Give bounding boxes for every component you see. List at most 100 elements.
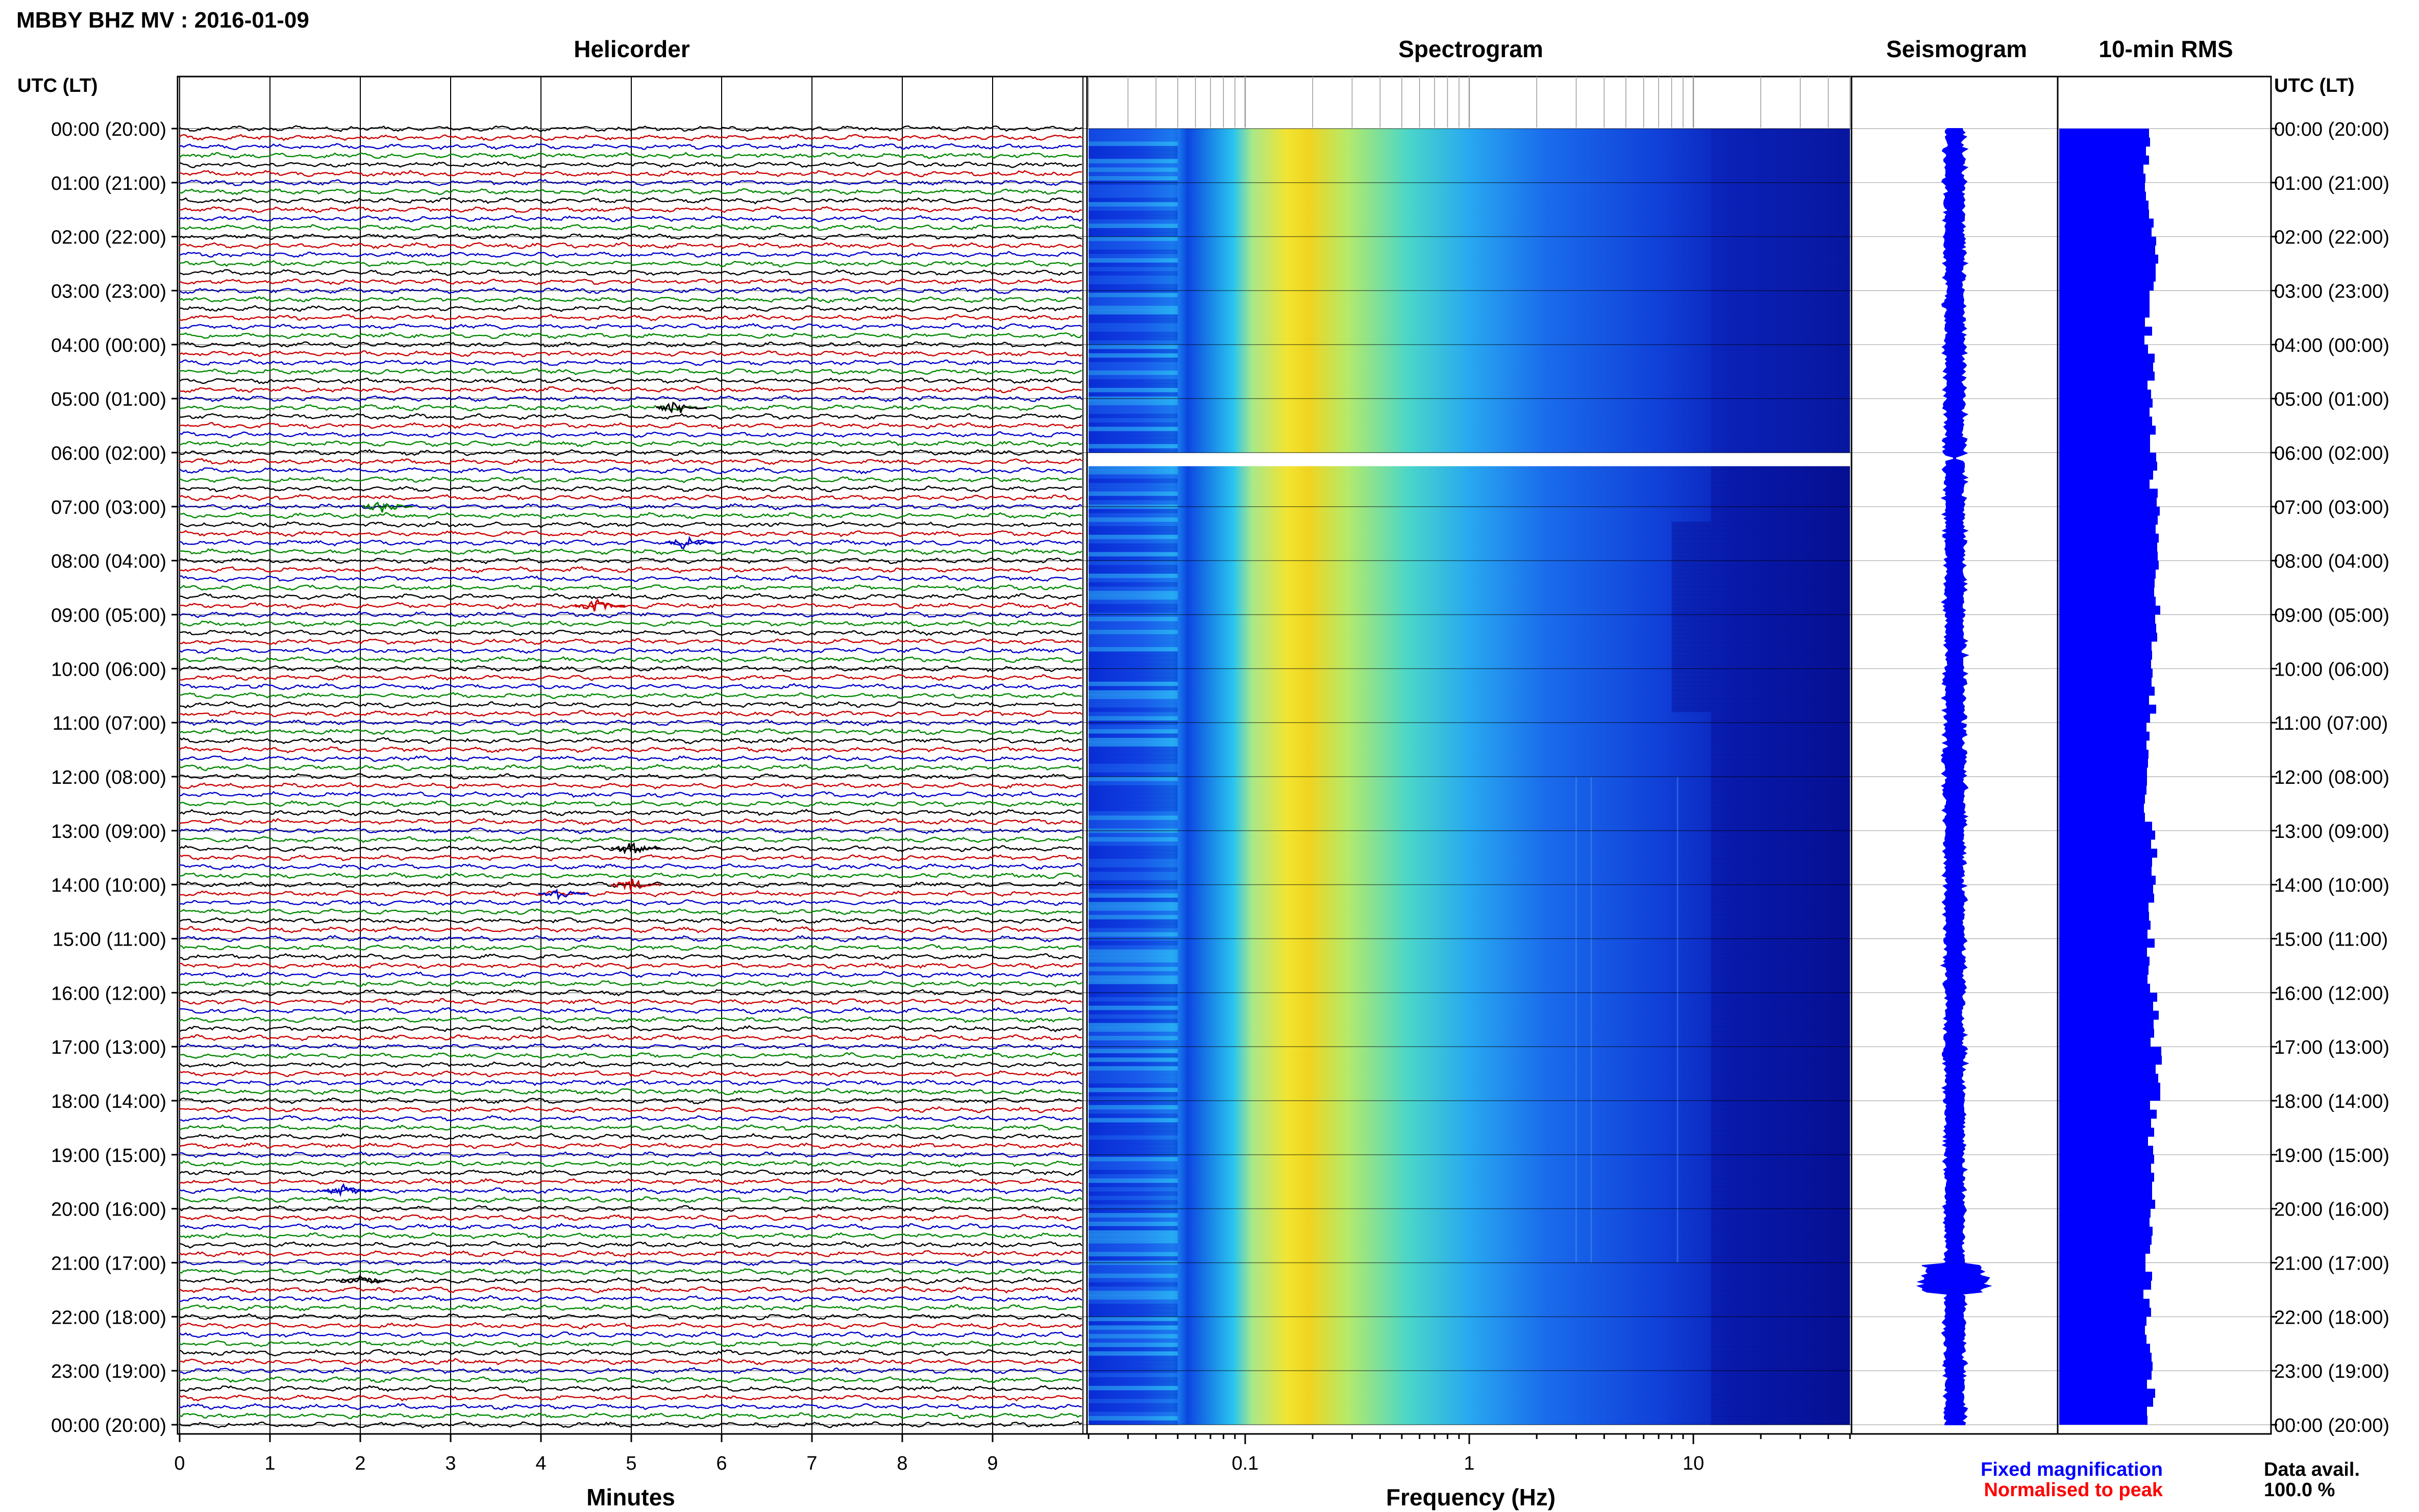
- helicorder-trace: [179, 1142, 1082, 1150]
- spectrogram-row-low: [1089, 1023, 1178, 1028]
- spectrogram-row-low: [1089, 427, 1178, 432]
- spectrogram-row-high: [1711, 940, 1850, 946]
- spectrogram-row-low: [1089, 1122, 1178, 1127]
- helicorder-trace: [179, 512, 1082, 519]
- spectrogram-row-low: [1089, 327, 1178, 332]
- spectrogram-row-high: [1711, 820, 1850, 825]
- spectrogram-row-high: [1711, 478, 1850, 483]
- spectrogram-row-high: [1711, 854, 1850, 859]
- spectrogram-row-high: [1711, 1014, 1850, 1019]
- spectrogram-row-low: [1089, 703, 1178, 708]
- spectrogram-row-low: [1089, 500, 1178, 505]
- spectrogram-row-high: [1711, 517, 1850, 522]
- spectrogram-row-low: [1089, 266, 1178, 271]
- spectrogram-row-low: [1089, 1053, 1178, 1058]
- helicorder-x-ticks: 0 1 2 3 4 5 6 7 8 9: [174, 1434, 998, 1474]
- time-label-right: 06:00 (02:00): [2274, 443, 2389, 464]
- time-label-left: 23:00 (19:00): [51, 1361, 166, 1382]
- spectrogram-row-high: [1711, 266, 1850, 271]
- minute-tick-label: 9: [987, 1453, 998, 1474]
- spectrogram-row-high: [1711, 495, 1850, 501]
- spectrogram-row-low: [1089, 197, 1178, 203]
- spectrogram-row-high: [1711, 1057, 1850, 1062]
- spectrogram-row-high: [1711, 379, 1850, 384]
- spectrogram-row-low: [1089, 841, 1178, 846]
- helicorder-xlabel: Minutes: [586, 1484, 675, 1510]
- helicorder-trace: [179, 602, 1082, 610]
- time-label-right: 01:00 (21:00): [2274, 173, 2389, 194]
- spectrogram-row-low: [1089, 465, 1178, 470]
- spectrogram-row-high: [1711, 742, 1850, 747]
- spectrogram-row-high: [1711, 1010, 1850, 1015]
- spectrogram-row-low: [1089, 781, 1178, 786]
- spectrogram-row-high: [1671, 530, 1850, 535]
- spectrogram-row-low: [1089, 763, 1178, 769]
- spectrogram-hour-lines: [1087, 128, 1852, 1425]
- spectrogram-row-high: [1711, 1027, 1850, 1032]
- spectrogram-row-high: [1711, 176, 1850, 181]
- spectrogram-row-low: [1089, 1118, 1178, 1123]
- spectrogram-row-low: [1089, 215, 1178, 220]
- spectrogram-row-high: [1711, 401, 1850, 406]
- spectrogram-row-high: [1711, 1170, 1850, 1175]
- spectrogram-row-low: [1089, 388, 1178, 392]
- spectrogram-row-low: [1089, 586, 1178, 591]
- helicorder-minute-grid: [179, 77, 1083, 1434]
- spectrogram-row-high: [1711, 219, 1850, 224]
- spectrogram-row-high: [1711, 1226, 1850, 1231]
- spectrogram-row-low: [1089, 975, 1178, 980]
- spectrogram-row-low: [1089, 1312, 1178, 1317]
- spectrogram-row-low: [1089, 1217, 1178, 1222]
- spectrogram-row-high: [1671, 703, 1850, 708]
- time-axis-title-left: UTC (LT): [17, 75, 98, 96]
- spectrogram-row-high: [1711, 1109, 1850, 1114]
- helicorder-trace: [179, 413, 1082, 420]
- spectrogram-row-low: [1089, 807, 1178, 812]
- spectrogram-row-high: [1711, 928, 1850, 933]
- spectrogram-row-low: [1089, 1411, 1178, 1417]
- spectrogram-row-low: [1089, 509, 1178, 514]
- spectrogram-row-low: [1089, 1187, 1178, 1192]
- spectrogram-row-low: [1089, 548, 1178, 553]
- spectrogram-row-low: [1089, 664, 1178, 669]
- spectrogram-row-low: [1089, 1416, 1178, 1421]
- helicorder-trace: [179, 169, 1082, 178]
- helicorder-trace: [179, 755, 1082, 762]
- time-label-left: 13:00 (09:00): [51, 821, 166, 842]
- spectrogram-row-low: [1089, 362, 1178, 367]
- time-label-right: 15:00 (11:00): [2274, 929, 2388, 951]
- spectrogram-row-high: [1711, 997, 1850, 1002]
- spectrogram-row-high: [1711, 872, 1850, 877]
- spectrogram-row-high: [1711, 370, 1850, 376]
- spectrogram-row-high: [1671, 565, 1850, 570]
- minute-tick-label: 4: [535, 1453, 546, 1474]
- spectrogram-row-low: [1089, 1390, 1178, 1395]
- spectrogram-row-high: [1711, 1238, 1850, 1244]
- spectrogram-row-low: [1089, 1161, 1178, 1166]
- helicorder-trace: [179, 215, 1082, 222]
- helicorder-trace: [179, 125, 1082, 133]
- spectrogram-row-high: [1711, 781, 1850, 786]
- spectrogram-row-high: [1711, 772, 1850, 777]
- helicorder-trace: [179, 817, 1082, 826]
- spectrogram-row-high: [1711, 297, 1850, 302]
- spectrogram-row-high: [1711, 258, 1850, 263]
- spectrogram-row-high: [1711, 1217, 1850, 1222]
- spectrogram-row-high: [1671, 655, 1850, 660]
- helicorder-trace: [179, 638, 1082, 646]
- helicorder-trace: [179, 1349, 1082, 1356]
- spectrogram-row-low: [1089, 491, 1178, 497]
- frequency-tick-label: 10: [1683, 1453, 1704, 1474]
- time-label-right: 10:00 (06:00): [2274, 659, 2389, 680]
- spectrogram-row-low: [1089, 923, 1178, 928]
- spectrogram-row-high: [1711, 284, 1850, 289]
- spectrogram-row-high: [1671, 690, 1850, 695]
- time-label-left: 00:00 (20:00): [51, 119, 166, 140]
- spectrogram-row-high: [1711, 1079, 1850, 1084]
- spectrogram-row-high: [1711, 1329, 1850, 1334]
- time-label-left: 05:00 (01:00): [51, 389, 166, 410]
- spectrogram-row-high: [1711, 1325, 1850, 1330]
- spectrogram-row-low: [1089, 478, 1178, 483]
- time-label-right: 00:00 (20:00): [2274, 1415, 2389, 1436]
- spectrogram-row-low: [1089, 1334, 1178, 1339]
